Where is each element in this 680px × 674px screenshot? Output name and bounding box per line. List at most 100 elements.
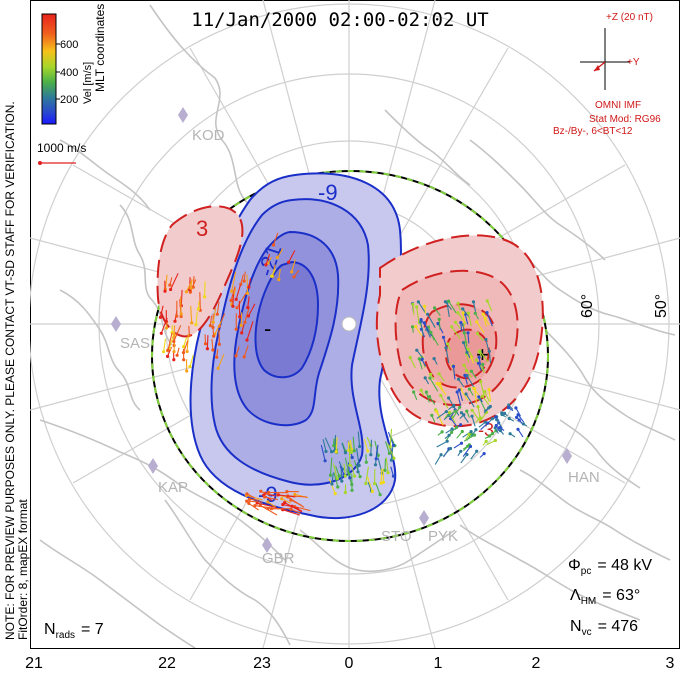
station-label-kod: KOD xyxy=(192,127,225,144)
vector-origin xyxy=(426,312,430,316)
cross-polar-potential: Φpc = 48 kV xyxy=(568,557,652,577)
vector-line xyxy=(420,321,425,337)
vector-line xyxy=(264,496,279,501)
vector-origin xyxy=(439,453,443,457)
vector-origin xyxy=(500,411,504,415)
vector-origin xyxy=(447,299,451,303)
vector-origin xyxy=(328,473,333,477)
vector-line xyxy=(167,332,173,351)
vector-line xyxy=(484,391,490,402)
vector-line xyxy=(436,411,444,426)
vector-origin xyxy=(185,369,189,373)
vector-line xyxy=(256,502,277,509)
vector-line xyxy=(254,505,275,509)
vector-origin xyxy=(266,506,270,511)
vector-origin xyxy=(179,314,183,319)
vector-origin xyxy=(482,452,486,456)
vector-line xyxy=(349,439,353,450)
vector-line xyxy=(267,507,284,510)
vector-origin xyxy=(475,449,479,453)
vector-origin xyxy=(467,432,471,436)
vector-origin xyxy=(435,382,439,386)
vector-origin xyxy=(427,395,432,399)
imf-y-label: +Y xyxy=(627,57,640,68)
vector-line xyxy=(189,354,194,367)
vector-line xyxy=(430,332,439,346)
vector-line xyxy=(322,439,327,452)
vector-origin xyxy=(388,445,392,449)
vector-line xyxy=(486,300,493,312)
vector-origin xyxy=(216,366,220,370)
vector-line xyxy=(278,268,281,280)
imf-z-label: +Z (20 nT) xyxy=(606,12,653,23)
vector-line xyxy=(485,339,490,351)
vector-origin xyxy=(169,287,173,292)
vector-origin xyxy=(358,444,362,449)
vector-origin xyxy=(414,325,418,329)
vector-origin xyxy=(473,311,477,315)
dusk-positive-patch xyxy=(156,205,244,338)
vector-origin xyxy=(386,471,390,475)
vector-origin xyxy=(364,460,368,464)
vector-origin xyxy=(498,426,502,430)
vector-line xyxy=(341,442,346,453)
vector-line xyxy=(384,458,387,471)
vector-line xyxy=(425,391,430,403)
vector-origin xyxy=(191,285,195,289)
vector-origin xyxy=(444,410,448,414)
vector-line xyxy=(290,508,301,515)
vector-origin xyxy=(378,493,382,497)
vector-line xyxy=(163,338,167,352)
vector-origin xyxy=(460,429,464,434)
vector-line xyxy=(384,441,390,454)
vector-origin xyxy=(287,260,291,264)
vector-line xyxy=(170,273,179,290)
vector-line xyxy=(328,478,336,494)
vector-origin xyxy=(266,500,270,504)
vector-origin xyxy=(234,297,238,301)
vector-origin xyxy=(211,348,215,352)
vector-origin xyxy=(247,285,251,289)
vector-origin xyxy=(245,492,249,496)
vector-line xyxy=(486,312,493,327)
vector-origin xyxy=(440,430,444,434)
colorbar-tick-400: 400 xyxy=(60,67,78,79)
vector-line xyxy=(464,313,469,325)
vector-origin xyxy=(483,316,487,320)
vector-line xyxy=(451,326,461,339)
vector-origin xyxy=(196,307,200,311)
vector-origin xyxy=(165,354,170,358)
vector-line xyxy=(246,321,254,341)
vector-line xyxy=(231,271,237,292)
vector-line xyxy=(437,323,444,334)
vector-origin xyxy=(476,361,481,365)
station-label-pyk: PYK xyxy=(428,528,458,545)
colorbar-label: Vel [m/s] xyxy=(82,62,94,104)
vector-origin xyxy=(205,347,209,351)
vector-origin xyxy=(387,451,391,455)
vector-origin xyxy=(369,453,373,457)
vector-line xyxy=(370,439,373,455)
vector-origin xyxy=(475,320,479,324)
vector-line xyxy=(436,411,447,419)
vector-origin xyxy=(203,295,207,299)
vector-origin xyxy=(469,369,473,373)
vector-line xyxy=(462,446,471,457)
vector-origin xyxy=(458,405,462,409)
vector-origin xyxy=(438,382,442,386)
vector-origin xyxy=(448,446,453,451)
vector-line xyxy=(479,412,487,422)
vector-origin xyxy=(334,450,338,454)
hm-latitude: ΛHM = 63° xyxy=(570,587,640,607)
vector-origin xyxy=(466,444,470,448)
vector-origin xyxy=(469,430,473,434)
vector-line xyxy=(471,416,476,427)
vector-line xyxy=(470,450,478,460)
vector-origin xyxy=(515,415,519,419)
vector-origin xyxy=(349,450,354,454)
imf-bin: Bz-/By-, 6<BT<12 xyxy=(553,126,633,137)
vector-origin xyxy=(467,387,471,391)
vector-line xyxy=(248,303,256,317)
vector-origin xyxy=(447,396,451,400)
vector-line xyxy=(282,509,301,516)
